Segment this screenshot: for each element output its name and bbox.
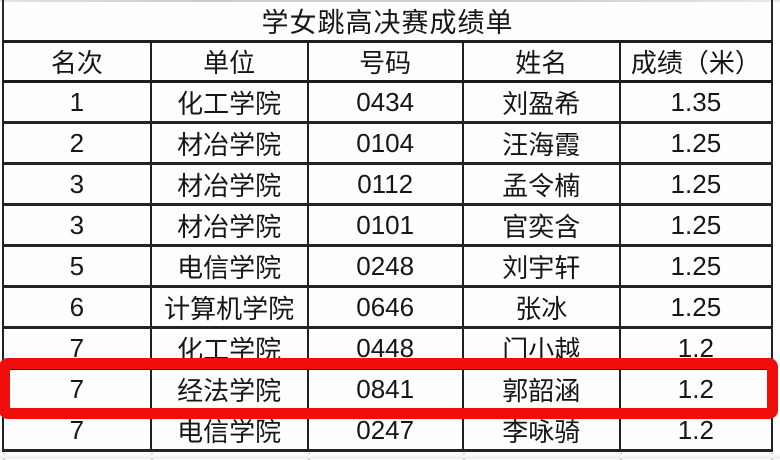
table-row: 7 化工学院 0448 门小越 1.2 — [2, 326, 774, 370]
cell-r2-c1: 材冶学院 — [149, 162, 309, 206]
results-body: 1 化工学院 0434 刘盈希 1.35 2 材冶学院 0104 汪海霞 1.25 3 材冶学院 011… — [2, 80, 774, 452]
cell-r8-c3: 李咏骑 — [461, 408, 621, 452]
cell-r3-c3: 官奕含 — [461, 203, 621, 247]
cell-r6-c0: 7 — [2, 326, 152, 370]
cell-r6-c2: 0448 — [306, 326, 464, 370]
cell-r5-c0: 6 — [2, 285, 152, 329]
table-row: 1 化工学院 0434 刘盈希 1.35 — [2, 80, 774, 124]
header-row: 名次 单位 号码 姓名 成绩（米） — [2, 40, 774, 83]
table-row: 7 电信学院 0247 李咏骑 1.2 — [2, 408, 774, 452]
cell-r0-c3: 刘盈希 — [461, 80, 621, 124]
cell-r8-c0: 7 — [2, 408, 152, 452]
cell-r6-c4: 1.2 — [618, 326, 774, 370]
cell-r3-c4: 1.25 — [618, 203, 774, 247]
cell-r1-c3: 汪海霞 — [461, 121, 621, 165]
table-row: 5 电信学院 0248 刘宇轩 1.25 — [2, 244, 774, 288]
table-row: 7 经法学院 0841 郭韶涵 1.2 — [2, 367, 774, 411]
cell-r8-c2: 0247 — [306, 408, 464, 452]
column-header-0: 名次 — [2, 40, 152, 83]
cell-r7-c4: 1.2 — [618, 367, 774, 411]
cell-r1-c0: 2 — [2, 121, 152, 165]
results-table: 学女跳高决赛成绩单 名次 单位 号码 姓名 成绩（米） 1 化工学院 0434 刘盈希 1.35… — [2, 0, 774, 452]
cell-r3-c2: 0101 — [306, 203, 464, 247]
cell-r2-c2: 0112 — [306, 162, 464, 206]
cell-r1-c2: 0104 — [306, 121, 464, 165]
cell-r6-c3: 门小越 — [461, 326, 621, 370]
photo-bottom-edge — [0, 454, 780, 459]
cell-r4-c2: 0248 — [306, 244, 464, 288]
cell-r3-c1: 材冶学院 — [149, 203, 309, 247]
cell-r7-c3: 郭韶涵 — [461, 367, 621, 411]
cell-r0-c2: 0434 — [306, 80, 464, 124]
column-header-1: 单位 — [149, 40, 309, 83]
cell-r7-c2: 0841 — [306, 367, 464, 411]
cell-r8-c4: 1.2 — [618, 408, 774, 452]
cell-r2-c3: 孟令楠 — [461, 162, 621, 206]
column-header-4: 成绩（米） — [618, 40, 774, 83]
title-row: 学女跳高决赛成绩单 — [2, 0, 773, 43]
cell-r4-c0: 5 — [2, 244, 152, 288]
cell-r1-c4: 1.25 — [618, 121, 774, 165]
cell-r6-c1: 化工学院 — [149, 326, 309, 370]
cell-r5-c4: 1.25 — [618, 285, 774, 329]
table-row: 2 材冶学院 0104 汪海霞 1.25 — [2, 121, 774, 165]
cell-r8-c1: 电信学院 — [149, 408, 309, 452]
cell-r0-c1: 化工学院 — [149, 80, 309, 124]
table-row: 3 材冶学院 0101 官奕含 1.25 — [2, 203, 774, 247]
cell-r4-c3: 刘宇轩 — [461, 244, 621, 288]
cell-r2-c0: 3 — [2, 162, 152, 206]
cell-r5-c1: 计算机学院 — [149, 285, 309, 329]
cell-r4-c1: 电信学院 — [149, 244, 309, 288]
table-row: 3 材冶学院 0112 孟令楠 1.25 — [2, 162, 774, 206]
cell-r0-c4: 1.35 — [618, 80, 774, 124]
cell-r3-c0: 3 — [2, 203, 152, 247]
page-title: 学女跳高决赛成绩单 — [2, 0, 773, 43]
cell-r7-c1: 经法学院 — [149, 367, 309, 411]
cell-r2-c4: 1.25 — [618, 162, 774, 206]
cell-r4-c4: 1.25 — [618, 244, 774, 288]
cell-r1-c1: 材冶学院 — [149, 121, 309, 165]
cell-r0-c0: 1 — [2, 80, 152, 124]
cell-r7-c0: 7 — [2, 367, 152, 411]
cell-r5-c2: 0646 — [306, 285, 464, 329]
table-row: 6 计算机学院 0646 张冰 1.25 — [2, 285, 774, 329]
column-header-2: 号码 — [306, 40, 464, 83]
cell-r5-c3: 张冰 — [461, 285, 621, 329]
column-header-3: 姓名 — [461, 40, 621, 83]
